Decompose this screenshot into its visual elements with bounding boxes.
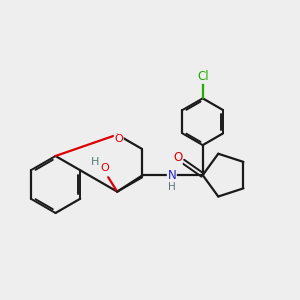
Text: O: O bbox=[173, 151, 182, 164]
Text: O: O bbox=[114, 134, 123, 144]
Text: Cl: Cl bbox=[197, 70, 208, 83]
Text: N: N bbox=[167, 169, 176, 182]
Text: O: O bbox=[101, 163, 110, 173]
Text: H: H bbox=[91, 157, 100, 167]
Text: H: H bbox=[168, 182, 176, 191]
